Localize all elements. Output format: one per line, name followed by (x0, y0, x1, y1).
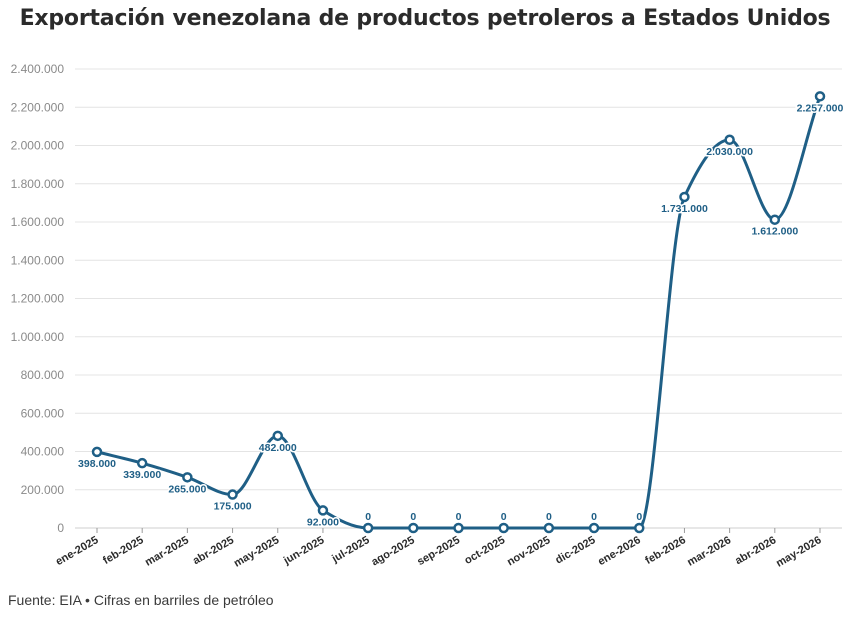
x-tick-label: abr-2026 (733, 534, 778, 567)
data-point (136, 457, 148, 469)
data-point (588, 522, 600, 534)
y-tick-label: 200.000 (21, 483, 65, 497)
data-point (543, 522, 555, 534)
y-tick-label: 1.200.000 (11, 292, 65, 306)
data-label: 0 (365, 511, 371, 523)
data-point (453, 522, 464, 534)
data-label: 0 (456, 511, 462, 523)
x-tick-label: mar-2025 (143, 534, 191, 569)
y-tick-label: 1.000.000 (11, 330, 65, 344)
x-tick-label: feb-2025 (101, 534, 146, 567)
data-label: 0 (591, 511, 597, 523)
x-tick-label: oct-2025 (463, 534, 508, 567)
y-axis-ticks: 0 200.000 400.000 600.000 800.000 1.000.000 1.… (11, 62, 65, 535)
x-tick-label: may-2026 (774, 534, 823, 569)
y-tick-label: 2.200.000 (11, 100, 65, 114)
x-tick-label: dic-2025 (553, 534, 597, 566)
data-label: 0 (501, 511, 507, 523)
x-tick-label: sep-2025 (415, 534, 462, 568)
chart-source-note: Fuente: EIA • Cifras en barriles de petr… (8, 592, 274, 608)
series-line (96, 95, 822, 530)
x-tick-label: ene-2026 (596, 534, 643, 568)
x-tick-label: nov-2025 (505, 534, 552, 568)
data-label: 0 (546, 511, 552, 523)
x-tick-label: feb-2026 (643, 534, 688, 567)
x-tick-label: abr-2025 (191, 534, 236, 567)
data-point (317, 505, 329, 516)
y-tick-label: 1.600.000 (11, 215, 65, 229)
data-point (408, 522, 419, 534)
data-label: 2.257.000 (797, 102, 844, 114)
data-label: 2.030.000 (706, 146, 753, 158)
data-label: 92.000 (307, 516, 339, 528)
x-tick-label: jun-2025 (281, 534, 327, 567)
data-point (634, 522, 645, 534)
data-point (182, 472, 193, 483)
data-label: 265.000 (168, 483, 206, 495)
data-point (272, 430, 283, 442)
data-points (91, 91, 826, 534)
y-tick-label: 2.400.000 (11, 62, 65, 76)
x-tick-label: ago-2025 (370, 534, 417, 568)
data-label: 1.612.000 (751, 226, 798, 238)
data-label: 339.000 (123, 469, 161, 481)
data-labels: 398.000 339.000 265.000 175.000 482.000 92.00… (77, 101, 845, 530)
data-label: 482.000 (259, 442, 297, 454)
data-point (814, 91, 826, 102)
data-label: 0 (636, 511, 642, 523)
data-point (769, 214, 781, 225)
y-tick-label: 800.000 (21, 368, 65, 382)
chart-title: Exportación venezolana de productos petr… (19, 6, 831, 31)
y-tick-label: 0 (57, 521, 64, 535)
x-tick-label: mar-2026 (685, 534, 733, 569)
x-tick-label: may-2025 (232, 534, 281, 569)
x-tick-label: ene-2025 (54, 534, 101, 568)
data-label: 398.000 (78, 458, 116, 470)
data-point (362, 522, 374, 534)
data-point (91, 446, 103, 458)
data-label: 0 (410, 511, 416, 523)
data-point (227, 489, 238, 500)
data-point (679, 191, 690, 203)
data-point (724, 134, 735, 146)
y-tick-label: 2.000.000 (11, 139, 65, 153)
y-tick-label: 1.400.000 (11, 253, 65, 267)
x-tick-label: jul-2025 (329, 534, 371, 565)
y-tick-label: 1.800.000 (11, 177, 65, 191)
data-label: 175.000 (214, 501, 252, 513)
y-tick-label: 600.000 (21, 406, 65, 420)
data-point (498, 522, 509, 534)
data-label: 1.731.000 (661, 203, 708, 215)
y-tick-label: 400.000 (21, 445, 65, 459)
